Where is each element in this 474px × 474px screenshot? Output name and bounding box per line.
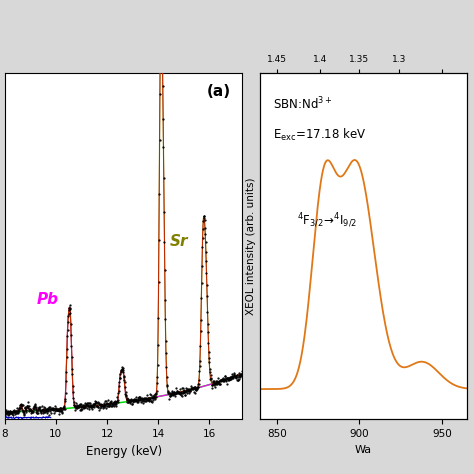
Text: $^4$F$_{3/2}$$\!\rightarrow\!$$^4$I$_{9/2}$: $^4$F$_{3/2}$$\!\rightarrow\!$$^4$I$_{9/… [297,212,357,230]
Text: Sr: Sr [170,235,188,249]
X-axis label: Energy (keV): Energy (keV) [85,445,162,458]
Text: (a): (a) [207,84,231,99]
Text: Pb: Pb [36,292,59,307]
Text: E$_{\rm exc}$=17.18 keV: E$_{\rm exc}$=17.18 keV [273,127,366,143]
Y-axis label: XEOL intensity (arb. units): XEOL intensity (arb. units) [246,178,256,315]
Text: SBN:Nd$^{3+}$: SBN:Nd$^{3+}$ [273,96,332,112]
X-axis label: Wa: Wa [355,445,372,455]
